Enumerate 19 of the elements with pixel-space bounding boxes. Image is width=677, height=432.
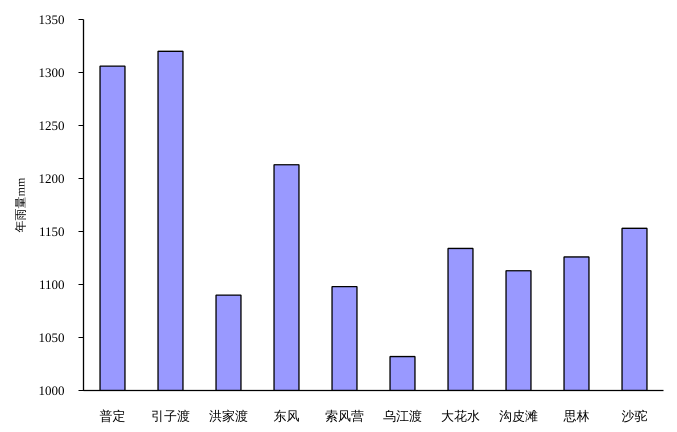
x-tick-label: 思林: [562, 408, 590, 424]
y-axis-title: 年雨量mm: [14, 177, 28, 232]
y-tick-label: 1200: [38, 171, 64, 186]
x-tick-label: 引子渡: [151, 408, 190, 424]
y-tick-label: 1000: [38, 383, 64, 398]
x-tick-label: 大花水: [441, 408, 480, 424]
x-tick-label: 普定: [100, 408, 126, 424]
y-tick-label: 1100: [38, 277, 65, 292]
x-tick-label: 索风营: [325, 408, 364, 424]
x-tick-label: 洪家渡: [209, 408, 248, 424]
x-tick-label: 乌江渡: [383, 408, 422, 424]
x-tick-label: 沟皮滩: [499, 408, 538, 424]
y-tick-label: 1300: [38, 65, 64, 80]
y-tick-label: 1350: [38, 12, 64, 27]
x-tick-label: 沙驼: [622, 408, 648, 424]
x-tick-label: 东风: [274, 408, 300, 424]
y-tick-label: 1150: [38, 224, 65, 239]
y-tick-label: 1250: [38, 118, 64, 133]
y-tick-label: 1050: [38, 330, 64, 345]
